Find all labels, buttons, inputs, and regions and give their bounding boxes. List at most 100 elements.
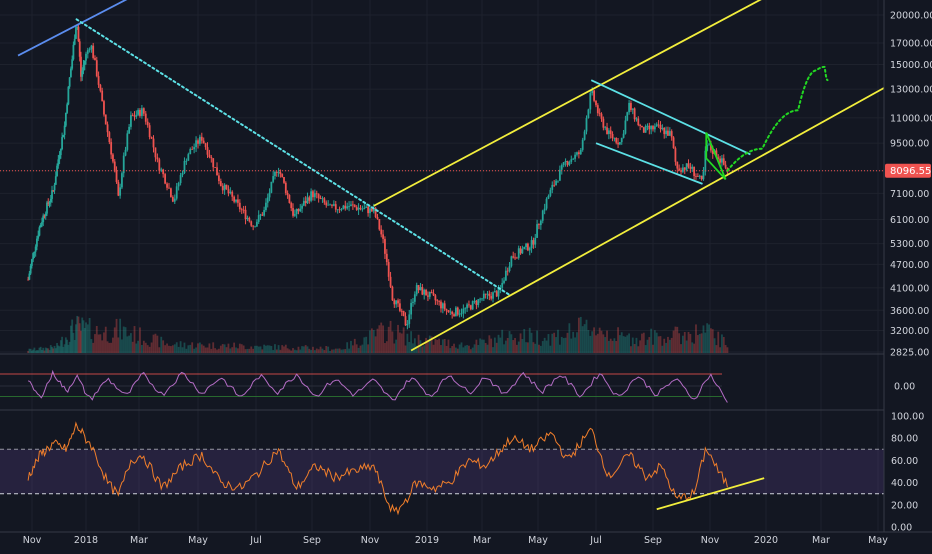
volume-bar-322 <box>601 331 603 353</box>
volume-bar-186 <box>346 342 348 353</box>
candle-body-93 <box>172 197 174 202</box>
candle-body-367 <box>684 167 686 169</box>
volume-bar-234 <box>436 340 438 353</box>
candle-body-79 <box>145 114 147 122</box>
candle-body-177 <box>329 204 331 205</box>
candle-body-369 <box>688 163 690 166</box>
candle-body-34 <box>70 69 72 78</box>
volume-bar-132 <box>247 349 249 353</box>
candle-body-263 <box>490 296 492 299</box>
volume-bar-342 <box>637 346 639 353</box>
candle-body-15 <box>46 203 48 214</box>
volume-bar-205 <box>382 325 384 353</box>
volume-bar-142 <box>265 346 267 353</box>
volume-bar-101 <box>187 345 189 353</box>
volume-bar-201 <box>375 336 377 353</box>
volume-bar-240 <box>448 340 450 353</box>
volume-bar-330 <box>615 341 617 353</box>
volume-bar-169 <box>314 350 316 353</box>
volume-bar-324 <box>604 337 606 353</box>
volume-bar-75 <box>137 341 139 353</box>
volume-bar-126 <box>235 347 237 353</box>
candle-body-179 <box>333 204 335 206</box>
volume-bar-224 <box>418 335 420 353</box>
volume-bar-96 <box>178 347 180 353</box>
oscillator-axis[interactable]: 0.00 <box>894 382 915 393</box>
candle-body-153 <box>285 183 287 193</box>
volume-bar-334 <box>623 336 625 353</box>
candle-body-308 <box>574 155 576 159</box>
candle-body-248 <box>462 309 464 314</box>
candle-body-269 <box>501 283 503 288</box>
candle-body-195 <box>363 208 365 209</box>
candle-body-68 <box>125 150 127 156</box>
volume-bar-217 <box>405 345 407 353</box>
candle-body-38 <box>75 27 77 39</box>
volume-bar-381 <box>710 328 712 353</box>
volume-bar-295 <box>549 346 551 353</box>
price-tick-label-13: 3200.00 <box>890 326 929 337</box>
candle-body-170 <box>316 193 318 194</box>
volume-bar-297 <box>553 333 555 353</box>
candle-body-69 <box>126 133 128 149</box>
volume-bar-128 <box>239 344 241 353</box>
volume-bar-270 <box>503 344 505 353</box>
volume-bar-122 <box>228 344 230 353</box>
volume-bar-163 <box>303 346 305 353</box>
candle-body-290 <box>540 221 542 225</box>
volume-bar-349 <box>650 329 652 353</box>
candle-body-165 <box>307 197 309 203</box>
volume-bar-73 <box>134 326 136 353</box>
volume-bar-137 <box>256 346 258 353</box>
volume-bar-168 <box>312 347 314 353</box>
candle-body-46 <box>85 54 87 61</box>
candle-body-198 <box>369 208 371 213</box>
candle-body-241 <box>449 312 451 313</box>
volume-bar-280 <box>521 339 523 353</box>
volume-bar-134 <box>250 346 252 353</box>
volume-bar-341 <box>636 338 638 353</box>
volume-bar-332 <box>619 335 621 353</box>
candle-body-330 <box>615 138 617 143</box>
candle-body-164 <box>305 201 307 203</box>
volume-bar-69 <box>126 336 128 353</box>
volume-bar-301 <box>561 337 563 353</box>
volume-bar-328 <box>612 341 614 353</box>
volume-bar-247 <box>461 342 463 353</box>
candle-body-5 <box>34 252 36 253</box>
candle-body-133 <box>248 218 250 221</box>
candle-body-159 <box>296 209 298 214</box>
candle-body-111 <box>207 147 209 155</box>
candle-body-229 <box>427 296 429 297</box>
volume-bar-262 <box>488 335 490 353</box>
volume-bar-105 <box>195 347 197 353</box>
candle-body-283 <box>527 244 529 251</box>
volume-bar-260 <box>485 343 487 353</box>
candle-body-90 <box>166 184 168 188</box>
volume-bar-370 <box>689 334 691 353</box>
volume-bar-114 <box>212 342 214 353</box>
volume-bar-287 <box>534 344 536 353</box>
candle-body-236 <box>440 302 442 309</box>
candle-body-333 <box>621 138 623 142</box>
time-tick-label-7: 2019 <box>415 535 439 546</box>
volume-bar-199 <box>371 328 373 353</box>
candle-body-117 <box>218 175 220 181</box>
volume-bar-66 <box>121 339 123 353</box>
candle-body-40 <box>78 27 80 41</box>
candle-body-119 <box>222 186 224 190</box>
volume-bar-386 <box>719 347 721 353</box>
volume-bar-385 <box>717 332 719 353</box>
candle-body-303 <box>565 161 567 162</box>
candle-body-254 <box>474 301 476 302</box>
candle-body-183 <box>341 209 343 210</box>
price-tick-label-0: 20000.00 <box>890 11 932 22</box>
candle-body-146 <box>272 176 274 182</box>
candle-body-129 <box>241 209 243 210</box>
volume-bar-164 <box>305 345 307 353</box>
volume-bar-314 <box>586 320 588 353</box>
volume-bar-193 <box>360 346 362 353</box>
volume-bar-376 <box>701 333 703 353</box>
candle-body-204 <box>380 229 382 234</box>
